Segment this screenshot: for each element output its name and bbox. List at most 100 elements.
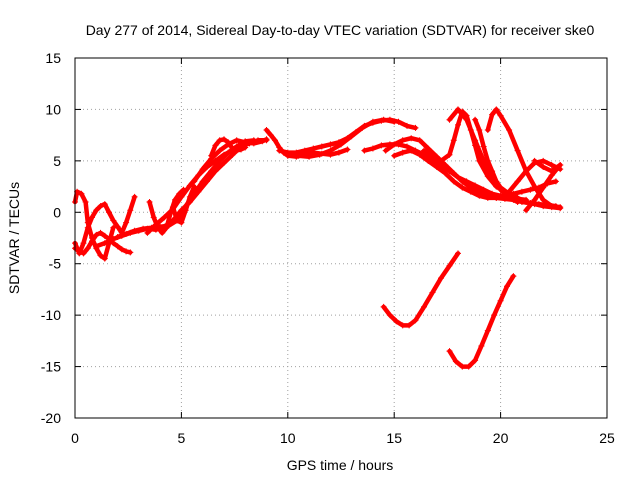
y-tick-label: -5 bbox=[49, 256, 62, 272]
data-point bbox=[216, 137, 223, 144]
data-point bbox=[506, 188, 513, 195]
data-point bbox=[93, 231, 100, 238]
data-point bbox=[455, 121, 461, 128]
data-point bbox=[421, 303, 427, 310]
data-point bbox=[523, 207, 530, 214]
data-point bbox=[233, 147, 240, 154]
data-point bbox=[176, 190, 183, 197]
data-point bbox=[446, 168, 453, 175]
data-point bbox=[118, 232, 125, 239]
data-markers bbox=[72, 106, 564, 370]
data-point bbox=[484, 157, 491, 164]
data-point bbox=[250, 140, 257, 147]
data-point bbox=[540, 196, 547, 203]
data-point bbox=[540, 184, 547, 191]
y-tick-label: 5 bbox=[53, 153, 61, 169]
data-point bbox=[421, 147, 427, 154]
data-point bbox=[540, 164, 547, 170]
data-point bbox=[484, 127, 491, 133]
data-point bbox=[293, 149, 300, 156]
data-point bbox=[338, 141, 344, 148]
data-point bbox=[489, 168, 496, 175]
data-point bbox=[489, 111, 496, 118]
data-point bbox=[382, 147, 389, 154]
x-tick-label: 5 bbox=[178, 430, 186, 446]
data-point bbox=[459, 178, 466, 185]
data-point bbox=[84, 245, 91, 252]
data-point bbox=[163, 224, 170, 231]
data-point bbox=[146, 199, 153, 205]
data-point bbox=[480, 143, 487, 150]
data-point bbox=[438, 157, 444, 164]
data-point bbox=[191, 190, 198, 197]
data-point bbox=[186, 182, 193, 189]
data-point bbox=[191, 178, 198, 185]
data-point bbox=[80, 240, 87, 247]
data-point bbox=[408, 135, 415, 142]
data-point bbox=[191, 183, 198, 190]
data-point bbox=[433, 164, 440, 170]
data-point bbox=[144, 229, 151, 236]
data-point bbox=[310, 145, 317, 152]
data-point bbox=[386, 312, 393, 319]
data-point bbox=[399, 137, 406, 144]
data-point bbox=[472, 137, 479, 144]
data-point bbox=[450, 170, 457, 177]
data-point bbox=[225, 139, 232, 146]
data-point bbox=[267, 132, 274, 139]
data-point bbox=[195, 188, 202, 195]
data-point bbox=[531, 196, 538, 203]
data-point bbox=[391, 118, 398, 125]
data-point bbox=[557, 162, 564, 168]
data-point bbox=[459, 184, 466, 191]
data-point bbox=[540, 157, 547, 164]
data-point bbox=[167, 209, 174, 216]
data-point bbox=[178, 219, 185, 226]
data-point bbox=[438, 275, 444, 282]
data-point bbox=[391, 141, 398, 148]
data-point bbox=[152, 221, 159, 228]
data-point bbox=[155, 224, 161, 231]
chart-title: Day 277 of 2014, Sidereal Day-to-day VTE… bbox=[86, 22, 595, 38]
data-point bbox=[467, 188, 474, 195]
data-point bbox=[404, 143, 410, 150]
data-point bbox=[212, 142, 219, 149]
data-point bbox=[450, 178, 457, 185]
data-point bbox=[123, 230, 130, 237]
data-point bbox=[255, 137, 261, 144]
data-point bbox=[446, 262, 453, 269]
data-point bbox=[523, 199, 530, 205]
data-point bbox=[548, 204, 555, 211]
y-tick-label: -20 bbox=[41, 410, 61, 426]
data-point bbox=[335, 149, 342, 156]
data-point bbox=[491, 312, 498, 319]
data-point bbox=[229, 145, 236, 152]
data-point bbox=[425, 145, 432, 152]
series-arc-6 bbox=[145, 138, 269, 236]
data-point bbox=[446, 116, 453, 123]
data-point bbox=[114, 234, 121, 240]
data-point bbox=[208, 168, 215, 175]
data-point bbox=[465, 363, 472, 370]
grid-lines bbox=[75, 58, 607, 418]
series-arc-8 bbox=[170, 184, 197, 225]
data-point bbox=[348, 133, 355, 140]
data-point bbox=[506, 127, 513, 133]
data-point bbox=[186, 199, 193, 205]
data-point bbox=[497, 184, 504, 191]
data-point bbox=[412, 317, 419, 324]
data-point bbox=[386, 116, 393, 123]
data-point bbox=[110, 224, 117, 231]
data-point bbox=[327, 141, 334, 148]
y-tick-label: -15 bbox=[41, 359, 61, 375]
data-point bbox=[489, 173, 496, 180]
y-tick-label: 0 bbox=[53, 204, 61, 220]
data-point bbox=[123, 219, 130, 226]
data-point bbox=[272, 137, 278, 144]
data-point bbox=[114, 223, 121, 230]
data-point bbox=[412, 124, 419, 131]
data-point bbox=[118, 246, 125, 253]
data-point bbox=[306, 153, 313, 160]
data-point bbox=[150, 214, 157, 221]
data-point bbox=[186, 193, 193, 200]
